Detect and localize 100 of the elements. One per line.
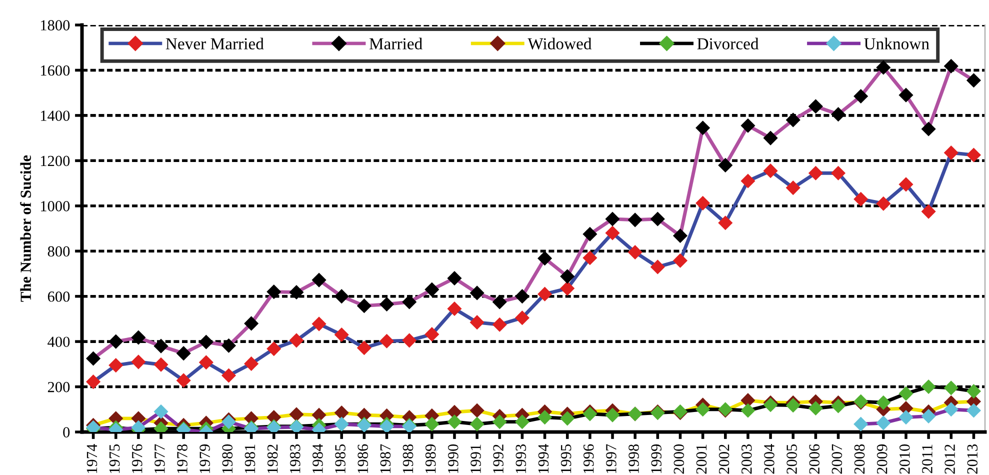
point (898, 386, 914, 401)
point (605, 408, 620, 422)
point (628, 212, 642, 228)
point (672, 253, 688, 268)
point (470, 416, 484, 432)
x-tick-label: 1999 (651, 444, 662, 474)
x-tick-label: 1991 (470, 444, 481, 474)
x-tick-label: 2001 (696, 444, 707, 474)
point (605, 212, 620, 226)
point (966, 73, 981, 88)
point (740, 403, 756, 418)
point (718, 158, 733, 172)
point (966, 148, 981, 162)
point (921, 379, 936, 394)
point (538, 410, 552, 425)
point (334, 327, 349, 342)
y-tick-label: 200 (48, 382, 70, 392)
point (470, 403, 484, 418)
point (876, 196, 891, 211)
x-tick-label: 1993 (516, 444, 526, 474)
point (830, 166, 846, 180)
point (424, 416, 440, 432)
point (492, 317, 507, 332)
point (944, 145, 958, 160)
point (447, 414, 462, 430)
point (356, 298, 372, 314)
point (154, 338, 168, 354)
point (198, 355, 214, 370)
point (808, 400, 823, 416)
point (312, 316, 326, 332)
point (108, 358, 124, 373)
x-tick-label: 2003 (741, 444, 752, 474)
point (582, 250, 598, 266)
point (402, 294, 417, 310)
point (244, 356, 259, 371)
y-tick-label: 1800 (40, 20, 70, 30)
point (514, 289, 530, 304)
legend-label: Unknown (864, 38, 930, 50)
point (514, 310, 530, 326)
x-tick-label: 1982 (267, 444, 278, 474)
point (808, 99, 823, 114)
point (334, 289, 349, 304)
point (763, 164, 778, 178)
point (650, 212, 665, 226)
point (492, 414, 507, 430)
x-tick-label: 1981 (244, 444, 256, 474)
x-tick-label: 1980 (222, 444, 233, 474)
point (424, 282, 440, 297)
x-tick-label: 2008 (854, 444, 865, 474)
point (808, 166, 823, 180)
point (154, 404, 168, 419)
point (470, 286, 484, 300)
y-axis-title: The Number of Sucide (20, 155, 32, 302)
y-tick-label: 400 (48, 336, 70, 348)
point (854, 416, 868, 432)
point (786, 398, 800, 413)
x-tick-label: 1975 (109, 444, 120, 474)
point (898, 410, 914, 425)
point (154, 357, 168, 372)
point (830, 398, 846, 414)
x-tick-label: 1998 (628, 444, 639, 474)
x-tick-label: 1990 (448, 444, 458, 474)
point (966, 384, 981, 399)
point (763, 130, 778, 146)
x-tick-label: 1985 (335, 444, 346, 474)
point (672, 228, 688, 244)
point (221, 368, 236, 383)
point (221, 338, 236, 353)
point (740, 118, 756, 133)
point (424, 327, 440, 342)
x-tick-label: 2005 (786, 444, 797, 474)
y-tick-label: 600 (48, 291, 70, 302)
x-tick-label: 2006 (809, 444, 820, 474)
point (379, 296, 394, 312)
point (447, 301, 462, 316)
legend-label: Never Married (166, 38, 264, 50)
point (312, 272, 326, 288)
x-tick-label: 1989 (425, 444, 436, 474)
point (830, 107, 846, 122)
point (921, 122, 936, 136)
point (898, 177, 914, 192)
x-tick-label: 1986 (358, 444, 368, 474)
x-tick-label: 2002 (718, 444, 730, 474)
x-tick-label: 1976 (132, 444, 142, 474)
x-tick-label: 2013 (967, 444, 978, 474)
x-tick-label: 1983 (290, 444, 300, 474)
point (876, 395, 891, 410)
point (266, 284, 282, 300)
point (876, 60, 891, 75)
x-tick-label: 2007 (832, 444, 842, 474)
point (650, 260, 665, 274)
x-tick-label: 1987 (380, 444, 391, 474)
point (538, 251, 552, 266)
legend-label: Divorced (697, 38, 759, 50)
y-tick-label: 1000 (40, 201, 70, 212)
point (289, 284, 304, 300)
point (628, 244, 642, 260)
point (944, 380, 958, 396)
point (560, 281, 575, 296)
point (131, 330, 146, 345)
